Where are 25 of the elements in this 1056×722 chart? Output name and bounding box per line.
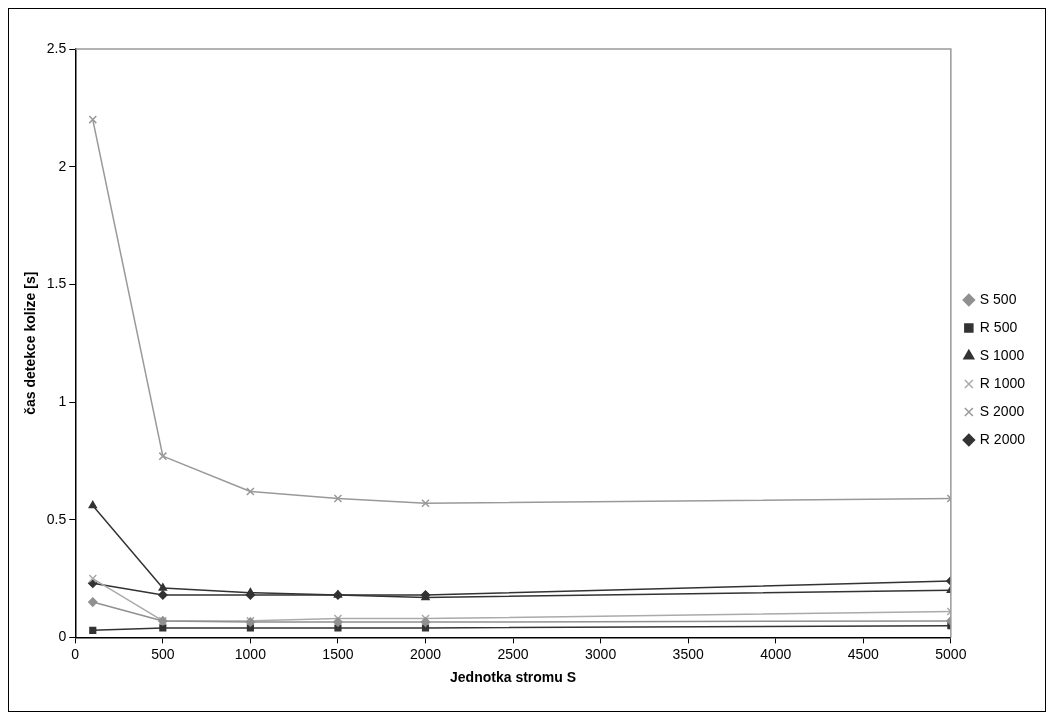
legend-label: R 2000	[979, 430, 1026, 447]
legend-label: R 500	[979, 318, 1018, 335]
y-tick-label: 2.5	[46, 39, 67, 56]
x-axis-title: Jednotka stromu S	[450, 669, 577, 686]
x-tick-label: 2500	[497, 645, 529, 662]
y-tick-label: 1	[58, 392, 67, 409]
legend-label: R 1000	[979, 374, 1026, 391]
x-tick-label: 3000	[585, 645, 617, 662]
x-tick-label: 5000	[935, 645, 967, 662]
x-tick-label: 0	[71, 645, 80, 662]
x-tick-label: 4000	[760, 645, 792, 662]
legend-label: S 1000	[979, 346, 1025, 363]
y-tick-label: 0.5	[46, 510, 67, 527]
y-axis-title: čas detekce kolize [s]	[22, 271, 39, 415]
legend-label: S 2000	[979, 402, 1025, 419]
y-tick-label: 1.5	[46, 275, 67, 292]
x-tick-label: 2000	[409, 645, 442, 662]
y-tick-label: 2	[58, 157, 67, 174]
x-tick-label: 4500	[847, 645, 880, 662]
y-tick-label: 0	[58, 628, 67, 645]
x-tick-label: 500	[151, 645, 175, 662]
x-tick-label: 1000	[234, 645, 267, 662]
x-tick-label: 1500	[322, 645, 354, 662]
x-tick-label: 3500	[672, 645, 704, 662]
legend-label: S 500	[979, 290, 1017, 307]
